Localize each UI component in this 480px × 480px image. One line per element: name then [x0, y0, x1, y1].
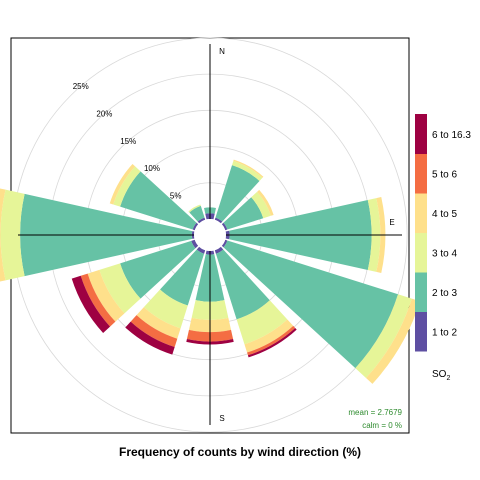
legend-label: 4 to 5	[432, 209, 457, 220]
legend-label: 3 to 4	[432, 248, 457, 259]
legend-title-subscript: 2	[446, 375, 450, 382]
ring-label: 15%	[120, 137, 136, 146]
mean-stat: mean = 2.7679	[348, 408, 402, 417]
legend-label: 1 to 2	[432, 327, 457, 338]
bar-segment	[247, 325, 296, 356]
compass-south-label: S	[219, 414, 224, 423]
bar-segment	[366, 298, 421, 384]
legend-title: SO2	[432, 369, 450, 382]
compass-east-label: E	[389, 218, 394, 227]
bar-segment	[120, 171, 197, 230]
bar-segment	[130, 315, 178, 347]
bar-segment	[355, 294, 412, 378]
bar-segment	[99, 263, 141, 314]
wind-bars	[0, 159, 421, 384]
bar-segment	[0, 189, 25, 281]
bar-segment	[233, 159, 264, 178]
bar-segment	[244, 319, 294, 353]
bar-segment	[191, 239, 199, 249]
bar-segment	[160, 249, 205, 306]
compass-north-label: N	[219, 47, 225, 56]
legend: 1 to 2 2 to 3 3 to 4 4 to 5 5 to 6 6 to 16.3	[415, 114, 471, 352]
legend-label: 2 to 3	[432, 288, 457, 299]
bar-segment	[223, 197, 264, 230]
legend-label: 5 to 6	[432, 169, 457, 180]
ring-label: 20%	[96, 110, 112, 119]
bar-segment	[196, 246, 206, 254]
chart-title: Frequency of counts by wind direction (%…	[119, 445, 361, 459]
bar-segment	[189, 205, 205, 222]
bar-segment	[120, 240, 196, 299]
bar-segment	[251, 191, 271, 219]
bar-segment	[188, 204, 201, 213]
bar-segment	[109, 163, 136, 205]
bar-segment	[236, 300, 288, 345]
bar-segment	[232, 161, 263, 181]
bar-segment	[0, 188, 6, 282]
legend-label: 6 to 16.3	[432, 130, 471, 141]
ring-labels: 5% 10% 15% 20% 25%	[73, 82, 182, 200]
bar-segment	[215, 165, 260, 222]
compass-axes	[18, 44, 402, 425]
bar-segment	[221, 222, 228, 231]
ring-label: 25%	[73, 82, 89, 91]
legend-swatch	[415, 193, 427, 233]
bar-segment	[214, 217, 223, 224]
legend-swatch	[415, 153, 427, 194]
bar-segment	[257, 189, 274, 216]
ring-label: 10%	[144, 164, 160, 173]
bar-segment	[87, 269, 125, 322]
ring-label: 5%	[170, 192, 182, 201]
bar-segment	[221, 239, 228, 248]
legend-title-main: SO	[432, 369, 447, 380]
bar-segment	[247, 327, 297, 358]
bar-segment	[113, 166, 141, 207]
legend-swatch	[415, 232, 427, 273]
bar-segment	[214, 246, 224, 254]
bar-segment	[215, 249, 270, 320]
bar-segment	[143, 289, 188, 329]
legend-swatch	[415, 114, 427, 154]
bar-segment	[125, 321, 175, 355]
bar-segment	[192, 222, 199, 231]
bar-segment	[223, 240, 399, 369]
legend-swatch	[415, 311, 427, 352]
bar-segment	[71, 275, 111, 333]
bar-segment	[136, 307, 181, 339]
legend-swatch	[415, 272, 427, 312]
center-hole	[194, 219, 226, 251]
bar-segment	[197, 217, 206, 224]
calm-stat: calm = 0 %	[362, 421, 402, 430]
bar-segment	[80, 273, 116, 327]
